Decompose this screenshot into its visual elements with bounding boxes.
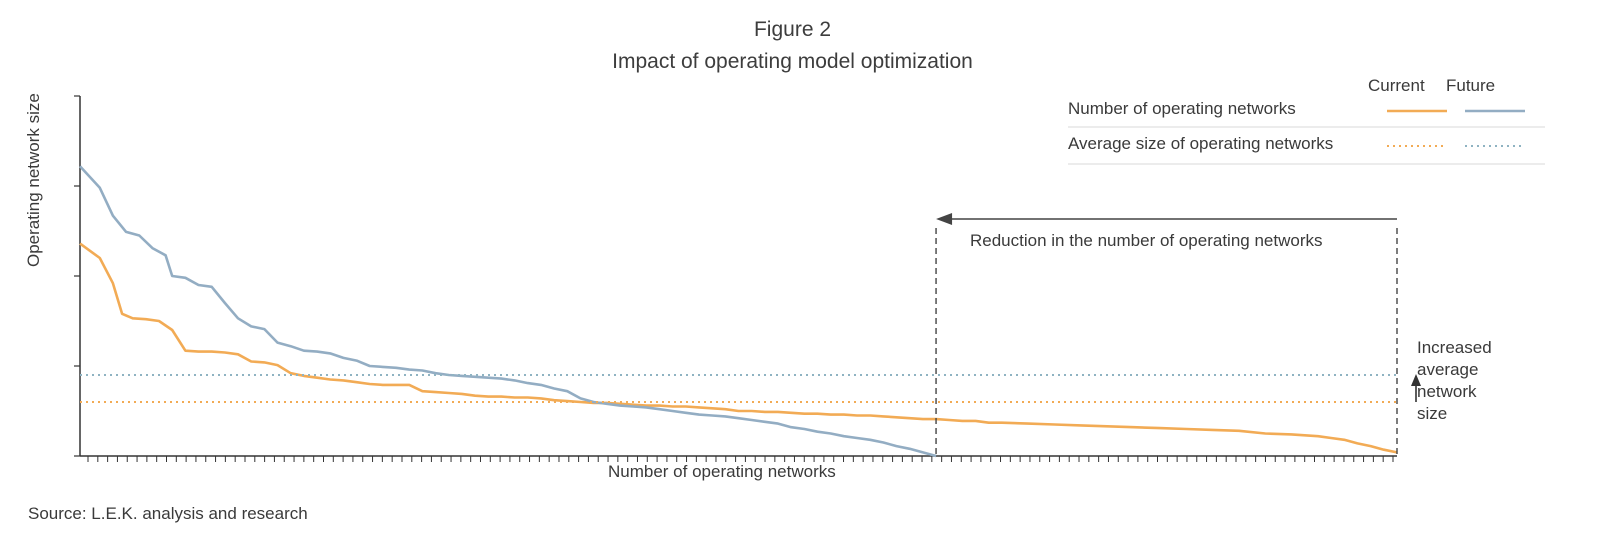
- series-line-future: [79, 165, 937, 458]
- y-axis-title: Operating network size: [24, 93, 43, 267]
- increase-annotation-3: network: [1417, 382, 1477, 401]
- increase-arrow-head: [1411, 374, 1421, 386]
- x-axis-title: Number of operating networks: [608, 462, 836, 481]
- legend-label-average: Average size of operating networks: [1068, 134, 1334, 153]
- reduction-arrow-head: [936, 213, 953, 225]
- increase-annotation-2: average: [1417, 360, 1479, 379]
- legend-graphics: [1068, 109, 1545, 165]
- increase-annotation-4: size: [1417, 404, 1448, 423]
- increase-annotation-1: Increased: [1417, 338, 1492, 357]
- x-ticks: [87, 456, 1394, 462]
- chart-title: Impact of operating model optimization: [612, 50, 973, 73]
- source-note: Source: L.E.K. analysis and research: [28, 504, 308, 523]
- figure-label: Figure 2: [753, 18, 832, 41]
- reduction-annotation: Reduction in the number of operating net…: [970, 231, 1323, 250]
- series-line-current: [79, 242, 1398, 454]
- series-lines: [79, 165, 1398, 458]
- legend-header-future: Future: [1446, 76, 1496, 95]
- legend-label-networks: Number of operating networks: [1068, 99, 1296, 118]
- annotation-graphics: [935, 213, 1421, 456]
- legend-header-current: Current: [1368, 76, 1425, 95]
